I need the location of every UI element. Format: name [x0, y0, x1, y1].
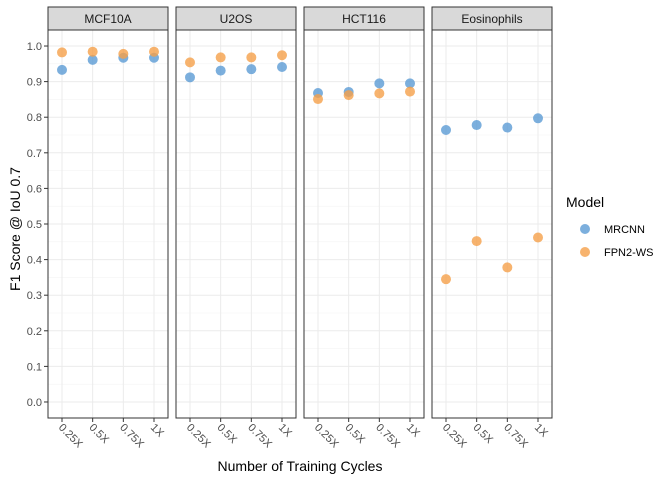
point-fpn2-ws-eosinophils-0-25x — [441, 274, 451, 285]
panel-hct116: HCT116 0.25X 0.5X 0.75X 1X — [303, 6, 425, 451]
point-fpn2-ws-mcf10a-1x — [149, 46, 159, 57]
legend-entry-mrcnn: MRCNN — [580, 224, 645, 236]
point-mrcnn-hct116-1x — [405, 78, 415, 89]
legend-key — [580, 224, 590, 234]
x-tick-label: 0.25X — [184, 422, 213, 451]
point-fpn2-ws-u2os-0-75x — [246, 52, 257, 63]
legend-label: MRCNN — [604, 224, 645, 236]
x-tick-label: 0.75X — [117, 422, 146, 451]
point-fpn2-ws-u2os-0-25x — [185, 57, 195, 68]
point-mrcnn-eosinophils-0-75x — [502, 122, 513, 133]
legend: Model MRCNN FPN2-WS — [566, 194, 654, 259]
strip-label: Eosinophils — [461, 12, 522, 26]
legend-title: Model — [566, 194, 604, 210]
point-fpn2-ws-hct116-0-25x — [313, 94, 323, 105]
point-fpn2-ws-eosinophils-0-5x — [471, 236, 482, 247]
point-fpn2-ws-eosinophils-0-75x — [502, 262, 513, 273]
x-tick-label: 0.5X — [87, 422, 112, 447]
point-mrcnn-u2os-0-25x — [185, 72, 195, 83]
y-axis: 0.0 0.1 0.2 0.3 0.4 0.5 0.6 0.7 0.8 0.9 1.0 — [27, 41, 48, 409]
point-mrcnn-u2os-0-75x — [246, 64, 257, 75]
x-tick-label: 0.25X — [312, 422, 341, 451]
x-tick-label: 0.25X — [56, 422, 85, 451]
y-tick-label: 1.0 — [27, 41, 42, 53]
x-tick-label: 0.75X — [373, 422, 402, 451]
y-tick-label: 0.5 — [27, 219, 42, 231]
point-fpn2-ws-eosinophils-1x — [533, 232, 543, 243]
x-tick-label: 0.75X — [501, 422, 530, 451]
x-tick-label: 0.75X — [245, 422, 274, 451]
y-tick-label: 0.9 — [27, 77, 42, 89]
panel-border — [175, 29, 297, 419]
point-mrcnn-eosinophils-0-25x — [441, 125, 451, 136]
panel-border — [303, 29, 425, 419]
x-tick-label: 1X — [276, 422, 294, 440]
legend-key — [580, 247, 590, 257]
panel-u2os: U2OS 0.25X 0.5X 0.75X 1X — [175, 6, 297, 451]
y-tick-label: 0.2 — [27, 326, 42, 338]
point-fpn2-ws-hct116-0-5x — [343, 90, 354, 101]
x-axis-title: Number of Training Cycles — [218, 458, 383, 474]
strip-label: MCF10A — [84, 12, 131, 26]
point-mrcnn-mcf10a-0-5x — [87, 54, 98, 65]
y-axis-title: F1 Score @ IoU 0.7 — [7, 167, 23, 291]
y-tick-label: 0.3 — [27, 290, 42, 302]
point-fpn2-ws-hct116-0-75x — [374, 88, 385, 99]
point-fpn2-ws-u2os-0-5x — [215, 52, 226, 63]
point-fpn2-ws-mcf10a-0-25x — [57, 47, 67, 58]
point-mrcnn-mcf10a-0-25x — [57, 64, 67, 75]
x-tick-label: 0.5X — [215, 422, 240, 447]
point-fpn2-ws-hct116-1x — [405, 86, 415, 97]
y-tick-label: 0.0 — [27, 397, 42, 409]
legend-label: FPN2-WS — [604, 247, 654, 259]
point-mrcnn-hct116-0-75x — [374, 78, 385, 89]
point-fpn2-ws-mcf10a-0-5x — [87, 46, 98, 57]
x-tick-label: 1X — [404, 422, 422, 440]
legend-entry-fpn2-ws: FPN2-WS — [580, 247, 654, 259]
panel-eosinophils: Eosinophils 0.25X 0.5X 0.75X 1X — [431, 6, 553, 451]
y-tick-label: 0.4 — [27, 255, 42, 267]
point-mrcnn-eosinophils-1x — [533, 113, 543, 124]
y-tick-label: 0.8 — [27, 112, 42, 124]
point-mrcnn-u2os-1x — [277, 62, 287, 73]
y-tick-label: 0.1 — [27, 361, 42, 373]
x-tick-label: 1X — [148, 422, 166, 440]
point-fpn2-ws-u2os-1x — [277, 50, 287, 61]
panel-border — [431, 29, 553, 419]
point-mrcnn-u2os-0-5x — [215, 65, 226, 76]
point-fpn2-ws-mcf10a-0-75x — [118, 48, 129, 59]
strip-label: U2OS — [220, 12, 253, 26]
point-mrcnn-eosinophils-0-5x — [471, 120, 482, 131]
x-tick-label: 0.5X — [343, 422, 368, 447]
y-tick-label: 0.7 — [27, 148, 42, 160]
x-tick-label: 0.25X — [440, 422, 469, 451]
strip-label: HCT116 — [342, 12, 386, 26]
y-tick-label: 0.6 — [27, 183, 42, 195]
x-tick-label: 1X — [532, 422, 550, 440]
panel-mcf10a: MCF10A 0.25X 0.5X 0.75X 1X — [47, 6, 169, 451]
x-tick-label: 0.5X — [471, 422, 496, 447]
